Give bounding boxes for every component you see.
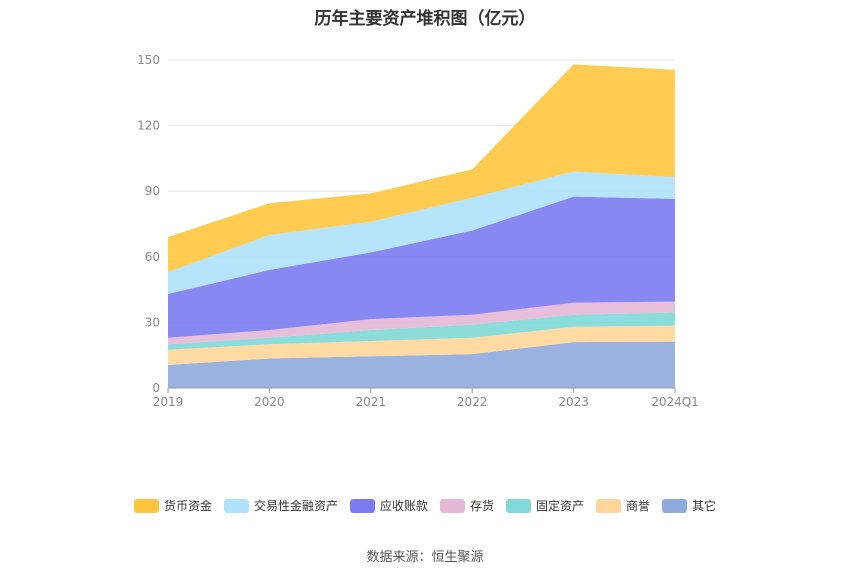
y-tick-label: 60 [145, 250, 160, 264]
legend-swatch [133, 498, 159, 513]
axes: 0 30 60 90 120 150 2019 2020 2021 2022 2023 2024Q1 [137, 53, 699, 409]
legend-item[interactable]: 存货 [439, 497, 494, 514]
area-series-2 [168, 312, 675, 350]
legend-label: 固定资产 [536, 499, 585, 513]
y-tick-label: 0 [152, 381, 160, 395]
y-tick-label: 90 [145, 184, 160, 198]
legend-item[interactable]: 其它 [662, 497, 716, 514]
area-series [168, 64, 675, 388]
y-tick-label: 30 [145, 315, 160, 329]
legend-label: 商誉 [626, 499, 651, 513]
area-series-1 [168, 325, 675, 366]
legend-swatch [223, 498, 249, 513]
legend-label: 交易性金融资产 [253, 499, 338, 513]
legend-item[interactable]: 商誉 [596, 497, 650, 514]
area-series-0 [168, 341, 675, 388]
legend-item[interactable]: 固定资产 [506, 497, 584, 514]
chart-title: 历年主要资产堆积图（亿元） [314, 9, 536, 29]
legend-swatch [439, 498, 465, 513]
y-tick-label: 150 [137, 53, 160, 67]
legend-label: 货币资金 [163, 499, 212, 513]
legend-label: 应收账款 [379, 499, 428, 513]
y-tick-label: 120 [137, 119, 160, 133]
legend: 货币资金 交易性金融资产 应收账款 存货 固定资产 商誉 其它 [0, 497, 850, 514]
legend-item[interactable]: 货币资金 [133, 497, 212, 514]
legend-label: 存货 [469, 499, 494, 513]
legend-swatch [596, 498, 622, 513]
legend-item[interactable]: 应收账款 [349, 497, 428, 514]
x-tick-label: 2019 [153, 395, 184, 409]
x-tick-label: 2023 [558, 395, 589, 409]
legend-swatch [506, 498, 531, 513]
area-series-3 [168, 301, 675, 345]
legend-item[interactable]: 交易性金融资产 [223, 497, 338, 514]
x-tick-label: 2020 [254, 395, 285, 409]
x-tick-label: 2024Q1 [651, 395, 699, 409]
legend-swatch [662, 498, 688, 513]
x-tick-label: 2022 [457, 395, 488, 409]
area-series-5 [168, 171, 675, 294]
x-tick-label: 2021 [356, 395, 387, 409]
legend-swatch [349, 498, 375, 513]
stacked-area-chart: 0 30 60 90 120 150 2019 2020 2021 2022 2023 2024Q1 [137, 53, 699, 409]
legend-label: 其它 [692, 499, 717, 513]
data-source: 数据来源：恒生聚源 [366, 550, 484, 565]
area-series-6 [168, 64, 675, 273]
area-series-4 [168, 196, 675, 338]
